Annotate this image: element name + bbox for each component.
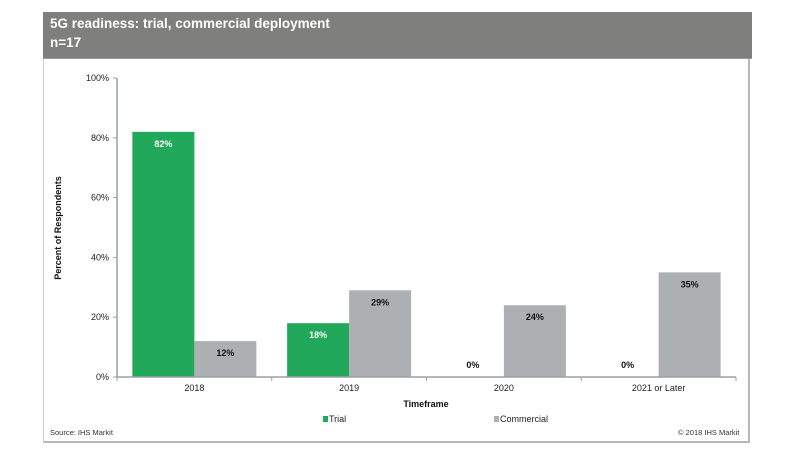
bar-commercial <box>658 272 721 377</box>
y-axis: 0% 20% 40% 60% 80% 100% <box>86 73 118 382</box>
x-tick-label: 2018 <box>184 383 204 393</box>
bars: 82% 18% 0% 0% 12% 29% 24% 35% <box>132 131 721 377</box>
x-tick-label: 2020 <box>494 383 514 393</box>
bar-trial <box>287 323 350 377</box>
y-tick-label: 80% <box>91 133 109 143</box>
y-tick-label: 60% <box>91 193 109 203</box>
data-label: 24% <box>526 312 544 322</box>
source-note: Source: IHS Markit <box>50 428 113 437</box>
x-axis: 2018 2019 2020 2021 or Later <box>116 376 737 393</box>
x-tick-label: 2021 or Later <box>632 383 686 393</box>
bar-commercial <box>349 290 412 377</box>
data-label: 82% <box>154 139 172 149</box>
data-label: 18% <box>309 330 327 340</box>
chart-subtitle: n=17 <box>50 35 82 50</box>
data-label: 12% <box>216 348 234 358</box>
chart-title: 5G readiness: trial, commercial deployme… <box>50 16 330 31</box>
y-tick-label: 40% <box>91 252 109 262</box>
legend-label: Commercial <box>500 414 548 424</box>
bar-commercial <box>194 341 257 377</box>
data-label: 0% <box>466 360 479 370</box>
bar-commercial <box>503 305 566 377</box>
x-axis-title: Timeframe <box>403 399 448 409</box>
legend-swatch-trial <box>323 416 328 422</box>
chart-frame <box>43 12 750 443</box>
chart-header: 5G readiness: trial, commercial deployme… <box>43 12 752 59</box>
data-label: 29% <box>371 297 389 307</box>
data-label: 0% <box>621 360 634 370</box>
legend: Trial Commercial <box>323 414 548 424</box>
y-tick-label: 100% <box>86 73 109 83</box>
bar-trial <box>132 131 195 377</box>
y-tick-label: 20% <box>91 312 109 322</box>
legend-label: Trial <box>329 414 346 424</box>
copyright-note: © 2018 IHS Markit <box>678 428 740 437</box>
x-tick-label: 2019 <box>339 383 359 393</box>
y-tick-label: 0% <box>96 372 109 382</box>
legend-swatch-commercial <box>494 416 499 422</box>
y-axis-title: Percent of Respondents <box>53 176 63 280</box>
data-label: 35% <box>681 279 699 289</box>
